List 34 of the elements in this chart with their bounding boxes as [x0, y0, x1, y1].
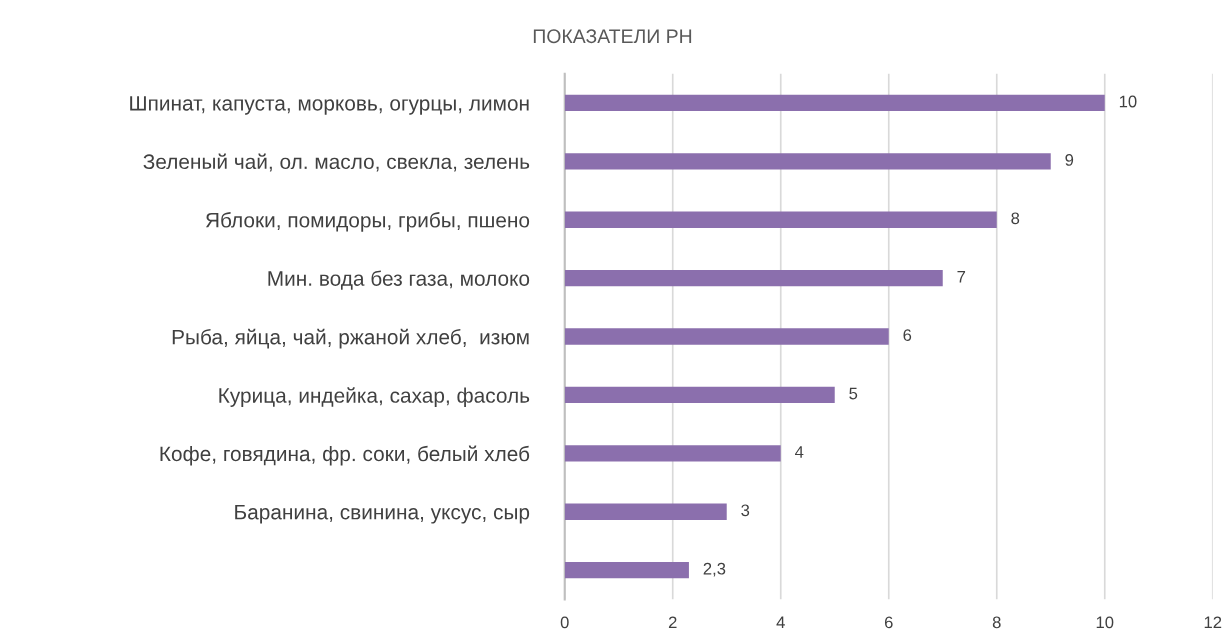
bar [564, 211, 997, 228]
data-label: 9 [1065, 153, 1074, 166]
y-tick-label: Кофе, говядина, фр. соки, белый хлеб [160, 445, 530, 466]
x-tick-label: 6 [884, 616, 893, 629]
data-label: 5 [849, 387, 858, 400]
bar [564, 445, 781, 462]
y-tick-label: Зеленый чай, ол. масло, свекла, зелень [143, 153, 530, 172]
x-tick-label: 12 [1204, 616, 1222, 629]
data-label: 6 [903, 329, 912, 341]
y-tick-label: Баранина, свинина, уксус, сыр [235, 504, 530, 524]
data-label: 4 [795, 446, 804, 458]
bar [564, 94, 1105, 112]
y-tick-label: Курица, индейка, сахар, фасоль [219, 387, 530, 407]
data-label: 3 [741, 504, 750, 517]
bar [564, 153, 1051, 170]
y-tick-label: Шпинат, капуста, морковь, огурцы, лимон [130, 96, 529, 115]
x-tick-label: 4 [776, 616, 785, 629]
bar [564, 269, 943, 287]
chart-title: ПОКАЗАТЕЛИ PH [533, 29, 692, 44]
data-label: 10 [1119, 95, 1137, 108]
y-tick-label: Мин. вода без газа, молоко [268, 270, 530, 290]
x-tick-label: 8 [992, 616, 1001, 629]
bar [564, 386, 835, 404]
data-label: 8 [1011, 212, 1020, 225]
bar [564, 561, 689, 579]
y-tick-label: Яблоки, помидоры, грибы, пшено [205, 212, 530, 232]
data-label: 7 [957, 270, 966, 283]
x-tick-label: 2 [668, 616, 677, 629]
x-tick-label: 0 [560, 616, 569, 629]
bar [564, 328, 889, 345]
bar [564, 503, 727, 520]
data-label: 2,3 [703, 562, 726, 577]
x-tick-label: 10 [1096, 616, 1114, 629]
y-tick-label: Рыба, яйца, чай, ржаной хлеб, изюм [172, 328, 529, 349]
